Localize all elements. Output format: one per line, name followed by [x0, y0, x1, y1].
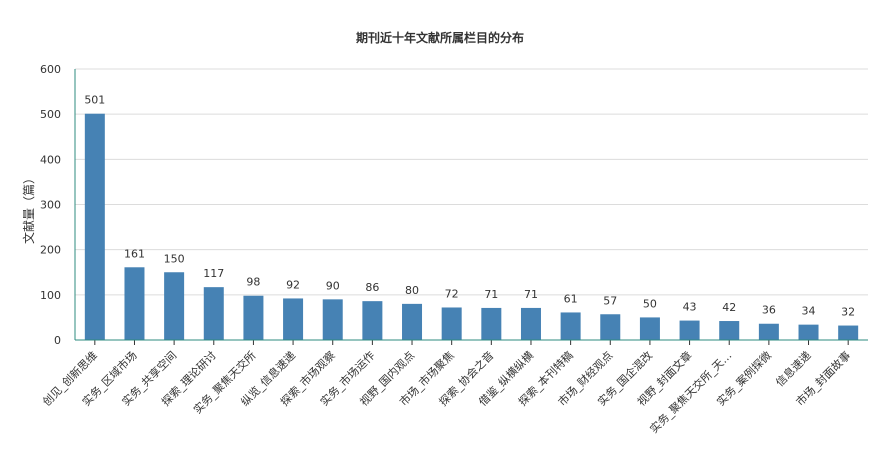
- data-label: 90: [326, 279, 340, 292]
- bar: [283, 298, 304, 340]
- bar: [639, 317, 660, 340]
- data-label: 57: [603, 294, 617, 307]
- bar: [798, 324, 819, 340]
- y-axis-label: 文献量（篇）: [21, 172, 36, 244]
- data-label: 72: [445, 287, 459, 300]
- data-label: 34: [802, 305, 816, 318]
- y-tick-label: 600: [40, 63, 61, 76]
- data-label: 161: [124, 247, 145, 260]
- bar: [838, 325, 859, 340]
- y-tick-label: 0: [54, 334, 61, 347]
- bar: [362, 301, 383, 340]
- data-label: 117: [203, 267, 224, 280]
- bar: [441, 307, 462, 340]
- data-label: 71: [524, 288, 538, 301]
- bar: [679, 320, 700, 340]
- bar: [164, 272, 185, 340]
- y-tick-label: 400: [40, 153, 61, 166]
- data-label: 98: [246, 276, 260, 289]
- bar: [481, 307, 502, 340]
- data-label: 61: [564, 292, 578, 305]
- bar: [322, 299, 343, 340]
- bar: [243, 295, 264, 340]
- value-labels: 501 161 150 117 98 92 90 86 80 72 71 71 61 57 50 43 42 36…: [84, 94, 855, 319]
- y-tick-label: 500: [40, 108, 61, 121]
- bar: [719, 321, 740, 340]
- data-label: 42: [722, 301, 736, 314]
- data-label: 80: [405, 284, 419, 297]
- y-tick-label: 200: [40, 244, 61, 257]
- y-tick-label: 100: [40, 289, 61, 302]
- bar: [84, 113, 105, 340]
- bar: [758, 323, 779, 340]
- bar: [600, 314, 621, 340]
- data-label: 92: [286, 278, 300, 291]
- bar: [203, 287, 224, 340]
- data-label: 86: [365, 281, 379, 294]
- data-label: 50: [643, 297, 657, 310]
- bars: [84, 113, 859, 340]
- bar: [124, 267, 145, 340]
- data-label: 150: [164, 252, 185, 265]
- data-label: 36: [762, 304, 776, 317]
- y-tick-label: 300: [40, 199, 61, 212]
- bar: [560, 312, 581, 340]
- x-axis-ticks: 创见_创新思维实务_区域市场实务_共享空间探索_理论研讨实务_聚焦天交所纵览_信…: [39, 340, 853, 436]
- x-tick-label: 信息速递: [773, 348, 814, 389]
- data-label: 32: [841, 306, 855, 319]
- gridlines: [75, 68, 868, 341]
- data-label: 501: [84, 94, 105, 107]
- bar: [520, 307, 541, 340]
- chart-title: 期刊近十年文献所属栏目的分布: [356, 30, 524, 45]
- bar: [402, 303, 423, 340]
- y-axis-ticks: 0 100 200 300 400 500 600: [40, 63, 61, 347]
- data-label: 43: [683, 301, 697, 314]
- data-label: 71: [484, 288, 498, 301]
